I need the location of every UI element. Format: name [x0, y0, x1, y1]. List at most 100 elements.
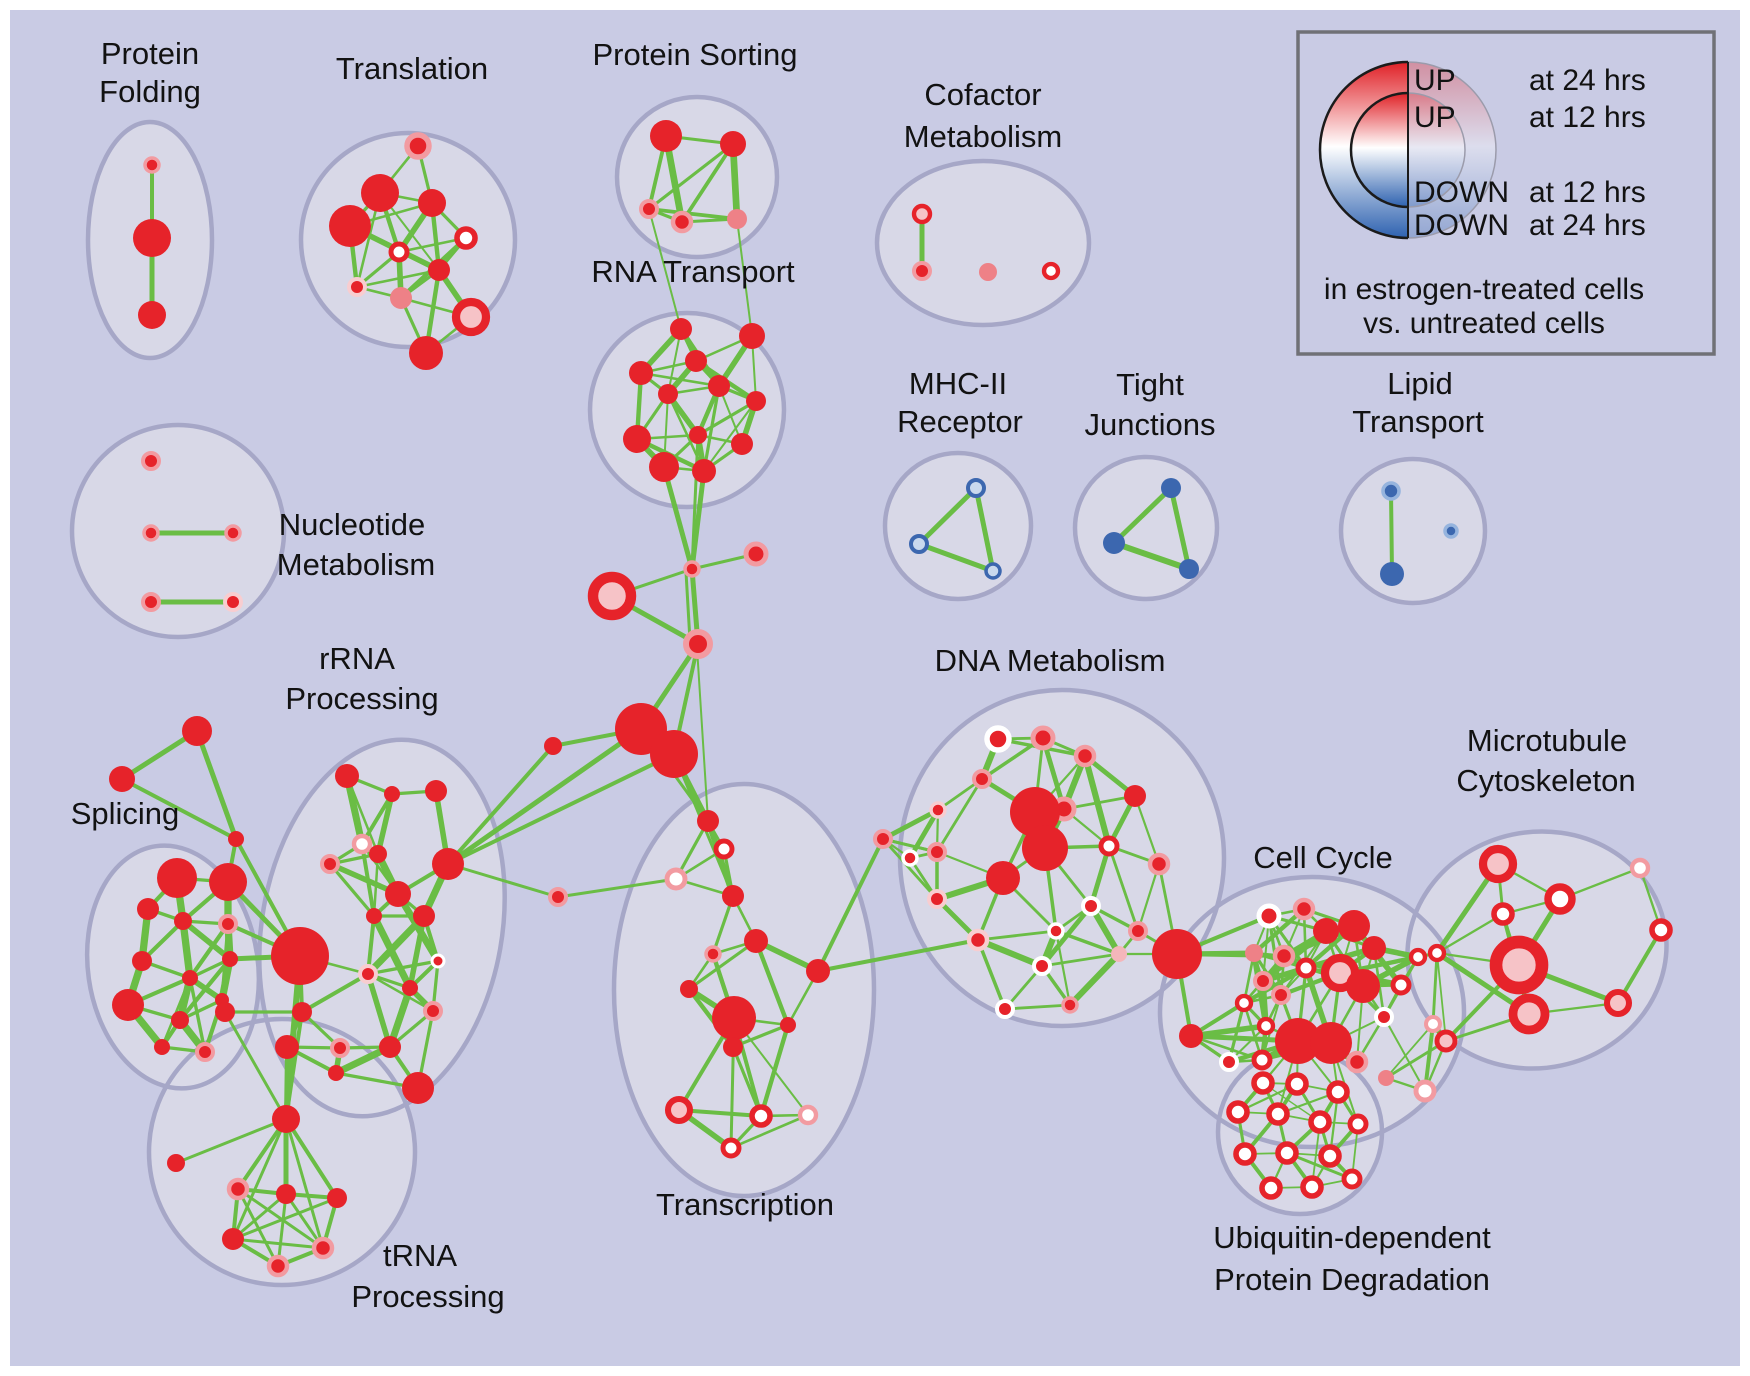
network-node-rna-transport	[692, 459, 716, 483]
cluster-label: tRNA	[383, 1238, 457, 1273]
network-node-rna-transport	[689, 426, 707, 444]
network-node-trna-processing	[266, 1254, 290, 1278]
cluster-outline-protein-sorting	[614, 94, 780, 260]
network-edge-mhc-ii-receptor	[916, 541, 996, 574]
network-node-rna-transport	[731, 433, 753, 455]
network-node-transcription	[664, 1095, 694, 1125]
network-node-splicing-triangle	[109, 766, 135, 792]
network-node-translation	[409, 336, 443, 370]
network-node-cofactor-metabolism	[912, 261, 932, 281]
network-node-dna-metabolism	[1128, 921, 1148, 941]
network-node-dna-metabolism	[1111, 946, 1127, 962]
network-node-trna-processing	[311, 1236, 335, 1260]
network-node-microtubule-cytoskeleton	[1424, 1015, 1442, 1033]
legend-up-24-label: UP	[1414, 64, 1456, 97]
network-edge-rna-transport	[639, 371, 721, 388]
network-edge-dna-metabolism	[974, 936, 1046, 970]
network-edge-microtubule-cytoskeleton	[1431, 951, 1439, 1026]
cluster-area-splicing	[87, 845, 259, 1089]
network-edge-dna-metabolism	[1054, 929, 1121, 956]
cluster-label: Translation	[336, 51, 488, 86]
network-node-cell-cycle	[1310, 1022, 1352, 1064]
network-edge-dna-metabolism	[1066, 950, 1123, 1009]
network-edge-trna-processing	[236, 1117, 288, 1191]
cluster-area-lipid-transport	[1341, 459, 1485, 603]
network-node-transcription	[720, 1137, 742, 1159]
network-node-trna-processing	[222, 1228, 244, 1250]
network-node-rrna-processing	[271, 927, 329, 985]
network-edge-tight-junctions	[1168, 485, 1192, 572]
network-edge-splicing	[180, 918, 233, 962]
network-node-splicing	[137, 898, 159, 920]
network-node-cell-cycle	[1292, 897, 1316, 921]
network-edge-trna-processing	[231, 1192, 288, 1241]
network-node-protein-sorting	[639, 199, 659, 219]
network-bridge-edge	[445, 726, 644, 867]
network-node-central-chain	[544, 737, 562, 755]
network-node-cell-cycle	[1295, 957, 1317, 979]
network-edge-protein-sorting	[647, 142, 735, 211]
network-node-cell-cycle	[1256, 903, 1282, 929]
network-node-transcription	[712, 996, 756, 1040]
network-node-dna-metabolism	[1047, 922, 1065, 940]
network-node-rrna-processing	[384, 786, 400, 802]
network-edge-microtubule-cytoskeleton	[1384, 1039, 1448, 1080]
network-node-cell-cycle	[1374, 1007, 1394, 1027]
cluster-label: rRNA	[319, 641, 395, 676]
network-node-trna-processing	[276, 1184, 296, 1204]
cluster-outline-lipid-transport	[1338, 456, 1488, 606]
network-edge-rna-transport	[667, 328, 682, 395]
network-bridge-edge	[446, 862, 560, 899]
network-node-dna-metabolism	[927, 842, 947, 862]
legend-inner-right	[1408, 93, 1465, 207]
network-edge-dna-metabolism	[1107, 844, 1140, 933]
network-node-translation	[454, 226, 478, 250]
network-node-transcription	[806, 959, 830, 983]
network-edge-rrna-processing	[366, 972, 435, 1013]
network-node-cell-cycle	[1245, 944, 1263, 962]
network-node-ubiquitin-degradation	[1285, 1072, 1309, 1096]
network-node-cell-cycle	[1275, 1018, 1321, 1064]
network-node-nucleotide-metabolism	[224, 524, 242, 542]
cluster-label: RNA Transport	[591, 254, 795, 289]
network-node-rna-transport	[708, 375, 730, 397]
network-node-dna-metabolism	[986, 861, 1020, 895]
network-edge-dna-metabolism	[1040, 952, 1121, 968]
network-node-rrna-processing	[215, 1002, 235, 1022]
network-edge-splicing	[179, 917, 194, 982]
network-node-dna-metabolism	[901, 849, 919, 867]
cluster-label: Folding	[99, 74, 201, 109]
network-edge-dna-metabolism	[881, 837, 939, 901]
cluster-outline-cofactor-metabolism	[874, 158, 1092, 328]
network-node-rrna-processing	[385, 881, 411, 907]
network-node-rrna-processing	[275, 1035, 299, 1059]
network-node-translation	[329, 205, 371, 247]
network-node-microtubule-cytoskeleton	[1544, 883, 1576, 915]
network-node-splicing	[222, 951, 238, 967]
network-node-mhc-ii-receptor	[984, 562, 1002, 580]
cluster-outline-cell-cycle	[1157, 874, 1467, 1150]
network-bridge-edge	[691, 568, 709, 822]
network-node-dna-metabolism	[1010, 787, 1060, 837]
network-node-translation	[388, 241, 410, 263]
cluster-label: Transcription	[656, 1187, 834, 1222]
network-node-rna-transport	[685, 350, 707, 372]
network-node-dna-metabolism	[1022, 825, 1068, 871]
cluster-outline-mhc-ii-receptor	[882, 450, 1034, 602]
cluster-outline-transcription	[611, 781, 877, 1199]
network-edge-dna-metabolism	[1054, 929, 1072, 1007]
network-node-transcription	[744, 929, 768, 953]
network-node-cell-cycle	[1271, 985, 1291, 1005]
network-node-translation	[418, 189, 446, 217]
network-node-nucleotide-metabolism	[223, 592, 243, 612]
network-edge-trna-processing	[174, 1117, 288, 1165]
network-node-ubiquitin-degradation	[1300, 1175, 1324, 1199]
cluster-label: Metabolism	[904, 119, 1063, 154]
network-edge-rrna-processing	[375, 791, 395, 857]
network-node-dna-metabolism	[927, 889, 947, 909]
network-edge-translation	[355, 268, 441, 289]
network-node-transcription	[697, 810, 719, 832]
network-bridge-edge	[223, 1010, 288, 1121]
